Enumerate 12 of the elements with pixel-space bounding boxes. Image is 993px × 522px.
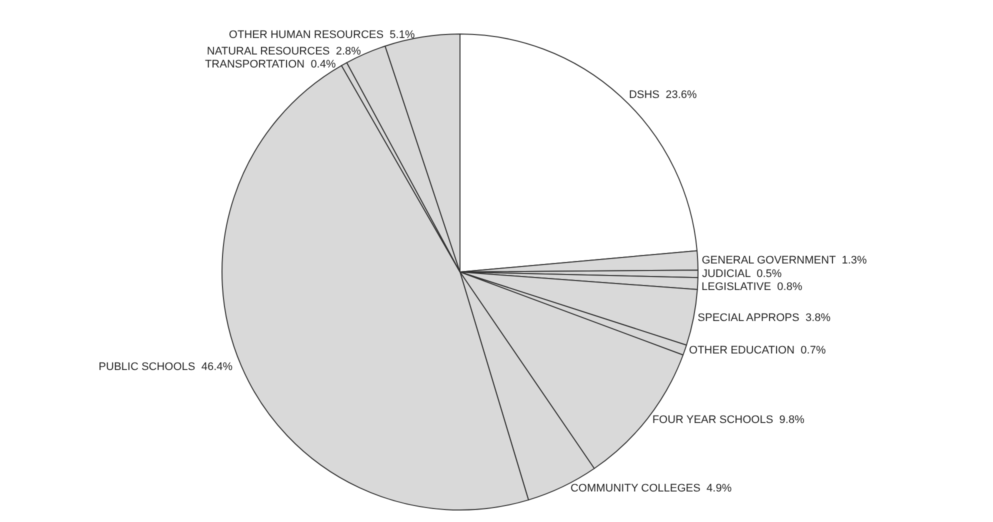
slice-label: PUBLIC SCHOOLS 46.4%: [98, 360, 233, 373]
slice-label: SPECIAL APPROPS 3.8%: [698, 312, 831, 324]
slice-label: OTHER EDUCATION 0.7%: [689, 344, 826, 357]
slice-label: JUDICIAL 0.5%: [702, 268, 782, 280]
slice-label: TRANSPORTATION 0.4%: [204, 58, 336, 71]
slice-label: OTHER HUMAN RESOURCES 5.1%: [228, 29, 415, 42]
slice-label: FOUR YEAR SCHOOLS 9.8%: [652, 414, 805, 426]
slice-label: COMMUNITY COLLEGES 4.9%: [570, 482, 732, 495]
slice-label: LEGISLATIVE 0.8%: [702, 280, 802, 293]
slice-label: NATURAL RESOURCES 2.8%: [206, 46, 362, 58]
slice-label: GENERAL GOVERNMENT 1.3%: [702, 254, 867, 266]
slice-label: DSHS 23.6%: [628, 88, 698, 101]
